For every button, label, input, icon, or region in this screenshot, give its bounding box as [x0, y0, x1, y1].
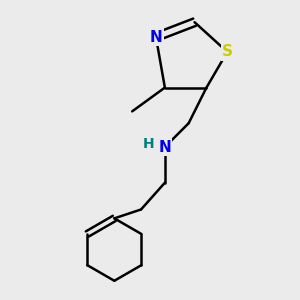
Text: N: N	[158, 140, 171, 154]
Text: N: N	[150, 30, 162, 45]
Text: H: H	[143, 137, 154, 151]
Text: S: S	[222, 44, 233, 59]
